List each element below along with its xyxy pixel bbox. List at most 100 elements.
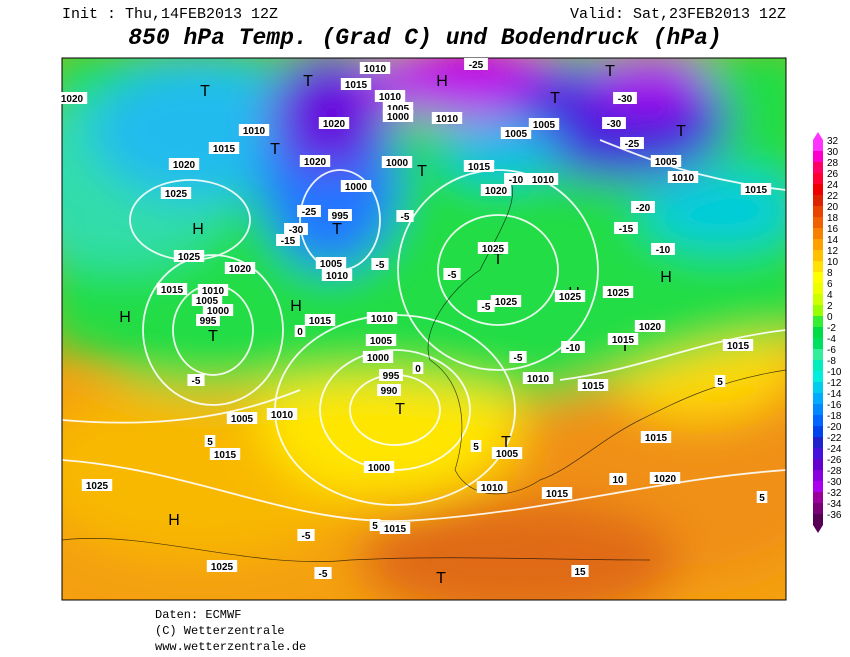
- contour-label: 1025: [178, 252, 201, 263]
- pressure-center: T: [550, 90, 560, 107]
- contour-label: -5: [192, 376, 201, 387]
- label-box: [667, 171, 699, 183]
- label-box: [431, 112, 463, 124]
- contour-label: -25: [625, 139, 640, 150]
- label-box: [714, 375, 726, 387]
- label-box: [522, 372, 554, 384]
- contour-label: 5: [207, 437, 213, 448]
- colorbar-swatch: [813, 404, 823, 415]
- colorbar-swatch: [813, 305, 823, 316]
- contour-label: 1010: [481, 483, 504, 494]
- contour-label: 1000: [345, 182, 368, 193]
- label-box: [297, 529, 315, 541]
- contour-label: -5: [376, 260, 385, 271]
- contour-label: 1010: [379, 92, 402, 103]
- colorbar-swatch: [813, 382, 823, 393]
- pressure-center: T: [200, 83, 210, 100]
- label-box: [443, 268, 461, 280]
- label-box: [369, 519, 381, 531]
- label-box: [156, 283, 188, 295]
- contour-label: -10: [509, 175, 524, 186]
- contour-label: 1005: [196, 296, 219, 307]
- colorbar-tick-label: 26: [827, 169, 839, 180]
- init-label: Init : Thu,14FEB2013 12Z: [62, 6, 278, 23]
- colorbar-swatch: [813, 393, 823, 404]
- contour-label: 1020: [173, 160, 196, 171]
- colorbar-tick-label: 20: [827, 202, 839, 213]
- colorbar-tick-label: -20: [827, 422, 842, 433]
- colorbar-tick-label: -22: [827, 433, 842, 444]
- colorbar-tick-label: -6: [827, 345, 836, 356]
- contour-label: 1020: [639, 322, 662, 333]
- colorbar-swatch: [813, 206, 823, 217]
- pressure-center: T: [620, 338, 630, 355]
- label-box: [224, 262, 256, 274]
- label-box: [463, 160, 495, 172]
- label-box: [340, 78, 372, 90]
- colorbar-tick-label: 14: [827, 235, 839, 246]
- contour-label: 1015: [645, 433, 668, 444]
- label-box: [160, 187, 192, 199]
- contour-label: 1005: [370, 336, 393, 347]
- contour-label: -15: [281, 236, 296, 247]
- pressure-center: H: [436, 73, 448, 90]
- label-box: [490, 295, 522, 307]
- colorbar-tick-label: -2: [827, 323, 836, 334]
- contour-label: 1015: [468, 162, 491, 173]
- pressure-center: T: [270, 141, 280, 158]
- contour-label: -30: [289, 225, 304, 236]
- contour-label: 1010: [436, 114, 459, 125]
- colorbar-tick-label: -26: [827, 455, 842, 466]
- colorbar-tick-label: -4: [827, 334, 836, 345]
- contour-label: 1010: [672, 173, 695, 184]
- label-box: [191, 294, 223, 306]
- contour-label: 1005: [496, 449, 519, 460]
- pressure-center: T: [501, 434, 511, 451]
- colorbar-tick-label: -16: [827, 400, 842, 411]
- colorbar-swatch: [813, 503, 823, 514]
- contour-label: 1015: [384, 524, 407, 535]
- label-box: [299, 155, 331, 167]
- contour-label: -5: [482, 302, 491, 313]
- contour-label: 1020: [229, 264, 252, 275]
- colorbar-swatch: [813, 239, 823, 250]
- colorbar-swatch: [813, 173, 823, 184]
- label-box: [577, 379, 609, 391]
- contour-label: 1010: [532, 175, 555, 186]
- label-box: [328, 209, 352, 221]
- pressure-center: T: [303, 73, 313, 90]
- colorbar-tick-label: 0: [827, 312, 833, 323]
- colorbar-swatch: [813, 294, 823, 305]
- label-box: [602, 117, 626, 129]
- label-box: [314, 567, 332, 579]
- contour-label: 1025: [86, 481, 109, 492]
- contour-label: 15: [574, 567, 586, 578]
- label-box: [209, 448, 241, 460]
- label-box: [527, 173, 559, 185]
- label-box: [371, 258, 389, 270]
- contour-label: 0: [415, 364, 421, 375]
- pressure-center: T: [417, 163, 427, 180]
- contour-label: -20: [636, 203, 651, 214]
- map-labels: HTTTTTTTHTHTHHHTTTHTT1010101510201025102…: [56, 58, 772, 587]
- contour-label: -30: [618, 94, 633, 105]
- colorbar-swatch: [813, 272, 823, 283]
- label-box: [500, 127, 532, 139]
- contour-label: 1000: [368, 463, 391, 474]
- label-box: [381, 156, 413, 168]
- label-box: [321, 269, 353, 281]
- label-box: [359, 62, 391, 74]
- label-box: [173, 250, 205, 262]
- colorbar-tick-label: 4: [827, 290, 833, 301]
- label-box: [602, 286, 634, 298]
- colorbar-swatch: [813, 492, 823, 503]
- label-box: [202, 304, 234, 316]
- colorbar-swatch: [813, 217, 823, 228]
- label-box: [650, 155, 682, 167]
- label-box: [571, 565, 589, 577]
- pressure-center: H: [660, 269, 672, 286]
- label-box: [340, 180, 372, 192]
- footer-line: (C) Wetterzentrale: [155, 624, 285, 638]
- colorbar-swatch: [813, 316, 823, 327]
- label-box: [226, 412, 258, 424]
